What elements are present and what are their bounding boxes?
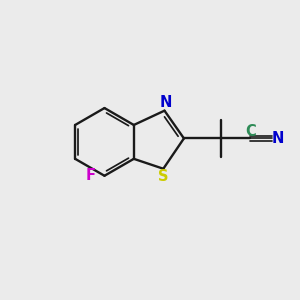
Text: N: N [160, 95, 172, 110]
Text: C: C [245, 124, 256, 140]
Text: N: N [272, 131, 284, 146]
Text: S: S [158, 169, 169, 184]
Text: F: F [85, 168, 96, 183]
